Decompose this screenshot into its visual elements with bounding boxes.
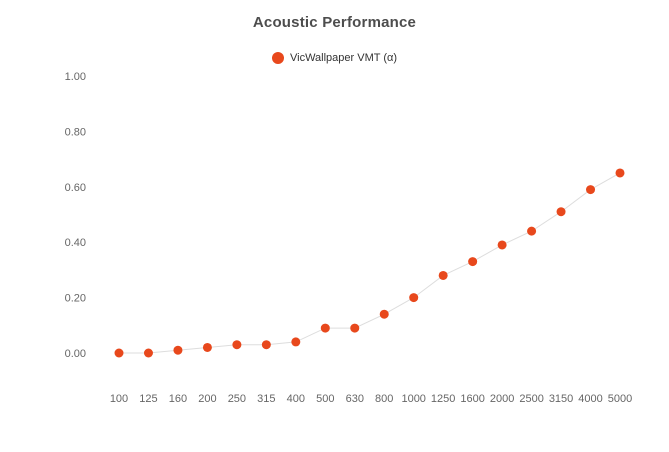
y-axis-tick-label: 0.20 bbox=[65, 293, 86, 305]
x-axis-tick-label: 1000 bbox=[401, 393, 425, 405]
y-axis-tick-label: 0.80 bbox=[65, 126, 86, 138]
data-point[interactable] bbox=[438, 270, 448, 280]
data-point[interactable] bbox=[320, 323, 330, 333]
data-point[interactable] bbox=[202, 342, 212, 352]
data-point[interactable] bbox=[350, 323, 360, 333]
x-axis-tick-label: 1250 bbox=[431, 393, 455, 405]
legend-label: VicWallpaper VMT (α) bbox=[289, 52, 397, 64]
x-axis-tick-label: 100 bbox=[110, 393, 128, 405]
y-axis-tick-label: 1.00 bbox=[65, 71, 86, 83]
x-axis-tick-label: 3150 bbox=[549, 393, 573, 405]
data-point[interactable] bbox=[114, 348, 124, 358]
y-axis-tick-label: 0.60 bbox=[65, 182, 86, 194]
data-point[interactable] bbox=[409, 293, 419, 303]
data-point[interactable] bbox=[379, 309, 389, 319]
x-axis-tick-label: 5000 bbox=[608, 393, 632, 405]
y-axis-tick-label: 0.40 bbox=[65, 237, 86, 249]
x-axis-tick-label: 1600 bbox=[460, 393, 484, 405]
x-axis-tick-label: 160 bbox=[169, 393, 187, 405]
data-point[interactable] bbox=[291, 337, 301, 347]
x-axis-tick-label: 315 bbox=[257, 393, 275, 405]
data-point[interactable] bbox=[527, 226, 537, 236]
data-point[interactable] bbox=[468, 257, 478, 267]
x-axis-tick-label: 500 bbox=[316, 393, 334, 405]
x-axis-tick-label: 4000 bbox=[578, 393, 602, 405]
data-point[interactable] bbox=[173, 345, 183, 355]
data-point[interactable] bbox=[143, 348, 153, 358]
x-axis-tick-label: 2500 bbox=[519, 393, 543, 405]
series-line bbox=[119, 172, 621, 354]
x-axis-tick-label: 125 bbox=[139, 393, 157, 405]
chart-title: Acoustic Performance bbox=[252, 14, 417, 31]
x-axis-tick-label: 250 bbox=[228, 393, 246, 405]
x-axis-tick-label: 800 bbox=[375, 393, 393, 405]
x-axis-tick-label: 200 bbox=[198, 393, 216, 405]
legend-marker-icon bbox=[271, 52, 284, 64]
data-point[interactable] bbox=[615, 168, 625, 178]
data-point[interactable] bbox=[261, 340, 271, 350]
chart-legend: VicWallpaper VMT (α) bbox=[0, 52, 669, 64]
legend-item-vicwallpaper[interactable]: VicWallpaper VMT (α) bbox=[271, 52, 397, 64]
data-point[interactable] bbox=[232, 340, 242, 350]
y-axis-tick-label: 0.00 bbox=[65, 348, 86, 360]
x-axis-tick-label: 2000 bbox=[490, 393, 514, 405]
x-axis-tick-label: 400 bbox=[287, 393, 305, 405]
data-point[interactable] bbox=[556, 207, 566, 217]
data-point[interactable] bbox=[586, 185, 596, 195]
data-point[interactable] bbox=[497, 240, 507, 250]
x-axis-tick-label: 630 bbox=[346, 393, 364, 405]
